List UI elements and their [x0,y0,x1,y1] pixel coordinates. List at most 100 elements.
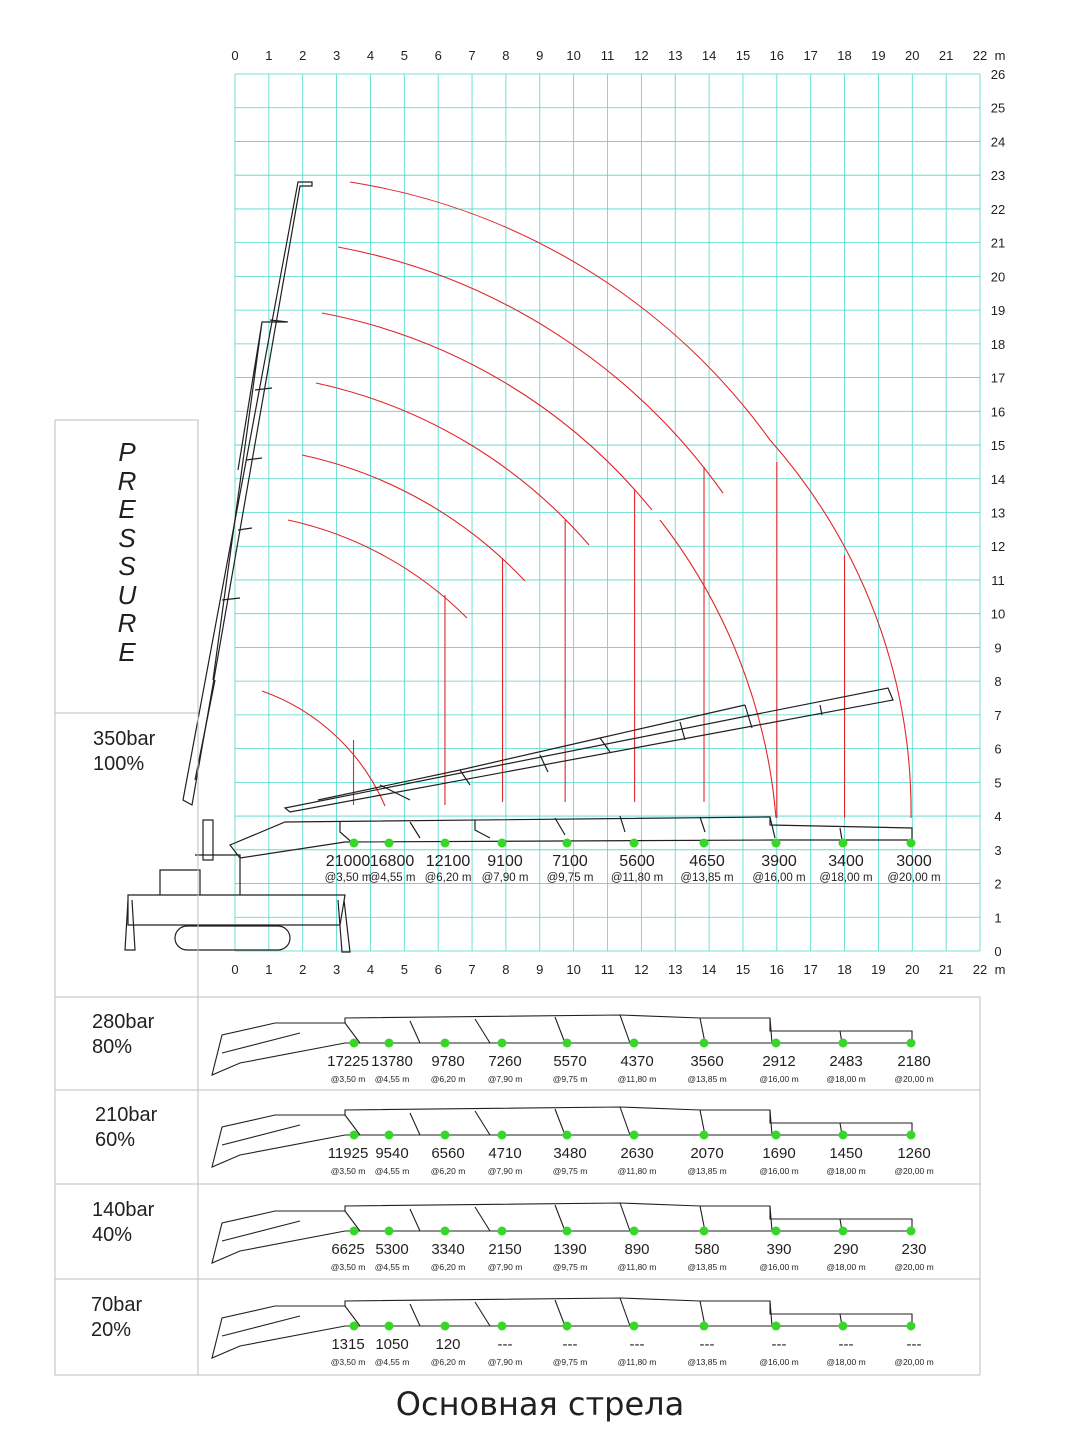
y-tick-label: 9 [994,640,1001,655]
load-value: 1260 [897,1145,930,1162]
load-value: --- [498,1336,513,1353]
load-value: 3900 [761,853,797,870]
load-radius: @20,00 m [894,1262,933,1272]
load-value: --- [563,1336,578,1353]
load-radius: @16,00 m [752,872,805,884]
x-tick-label: 6 [435,962,442,977]
load-value: 2912 [762,1053,795,1070]
x-tick-label: 18 [837,962,851,977]
x-tick-label: 20 [905,48,919,63]
y-tick-label: 22 [991,202,1005,217]
pressure-letter: S [118,522,136,553]
pressure-row-label: 210bar 60% [95,1103,157,1153]
x-tick-label: 22 [973,48,987,63]
load-point [562,1321,572,1331]
x-tick-label: 7 [468,48,475,63]
y-tick-label: 5 [994,775,1001,790]
pressure-percent: 40% [92,1224,133,1246]
load-point [384,1321,394,1331]
load-value: 1450 [829,1145,862,1162]
load-point [838,1130,848,1140]
load-value: 11925 [328,1145,369,1162]
load-value: 12100 [426,853,471,870]
x-tick-label: 4 [367,48,374,63]
load-point [349,838,359,848]
mini-boom-sections [221,1202,843,1242]
y-tick-label: 13 [991,506,1005,521]
x-axis-unit: m [995,962,1006,977]
load-radius: @13,85 m [687,1166,726,1176]
y-tick-label: 26 [991,67,1005,82]
load-point [562,1130,572,1140]
load-radius: @6,20 m [431,1166,466,1176]
load-point [384,1038,394,1048]
horizontal-boom-sections [339,815,843,846]
load-point [838,1321,848,1331]
x-tick-label: 9 [536,48,543,63]
y-tick-label: 7 [994,708,1001,723]
load-radius: @6,20 m [431,1074,466,1084]
load-radius: @11,80 m [618,1262,657,1272]
x-tick-label: 16 [770,962,784,977]
x-axis-unit: m [995,48,1006,63]
x-tick-label: 15 [736,48,750,63]
y-tick-label: 6 [994,742,1001,757]
load-point [699,1321,709,1331]
pressure-letter: E [118,494,136,524]
load-radius: @18,00 m [826,1166,865,1176]
load-point [349,1226,359,1236]
load-point [440,1226,450,1236]
x-tick-label: 4 [367,962,374,977]
x-tick-label: 10 [566,48,580,63]
pressure-percent: 60% [95,1129,136,1151]
load-radius: @16,00 m [759,1166,798,1176]
load-point [497,1321,507,1331]
load-radius: @6,20 m [431,1262,466,1272]
range-arc [337,246,724,494]
y-tick-label: 16 [991,404,1005,419]
load-radius: @4,55 m [369,872,416,884]
row-boom-drawings [211,1014,913,1359]
load-point [349,1038,359,1048]
load-value: 2483 [829,1053,862,1070]
x-tick-label: 9 [536,962,543,977]
load-value: 390 [766,1241,791,1258]
load-point [440,838,450,848]
load-point [629,838,639,848]
load-value: 7100 [552,853,588,870]
load-radius: @13,85 m [687,1262,726,1272]
load-value: 2150 [488,1241,521,1258]
load-radius: @20,00 m [894,1074,933,1084]
pressure-row-label: 140bar 40% [92,1198,154,1248]
y-tick-label: 24 [991,134,1005,149]
y-tick-label: 17 [991,371,1005,386]
y-tick-label: 19 [991,303,1005,318]
range-arc [769,439,912,819]
load-point [384,1130,394,1140]
y-tick-label: 8 [994,674,1001,689]
load-radius: @6,20 m [431,1357,466,1367]
x-tick-label: 19 [871,962,885,977]
load-radius: @13,85 m [687,1357,726,1367]
load-radius: @9,75 m [553,1074,588,1084]
outrigger-right [337,899,351,953]
x-tick-label: 18 [837,48,851,63]
crane-base [127,854,346,926]
mini-boom-sections [221,1297,843,1337]
load-value: 4650 [689,853,725,870]
load-radius: @4,55 m [375,1074,410,1084]
load-point [771,1226,781,1236]
load-radius: @13,85 m [687,1074,726,1084]
load-point [562,1226,572,1236]
x-tick-label: 7 [468,962,475,977]
load-radius: @7,90 m [488,1262,523,1272]
y-tick-label: 0 [994,944,1001,959]
load-radius: @9,75 m [553,1262,588,1272]
load-value: 3480 [553,1145,586,1162]
load-value: 21000 [326,853,371,870]
mini-boom-sections [221,1106,843,1146]
x-tick-label: 14 [702,48,716,63]
range-arc [301,454,526,582]
